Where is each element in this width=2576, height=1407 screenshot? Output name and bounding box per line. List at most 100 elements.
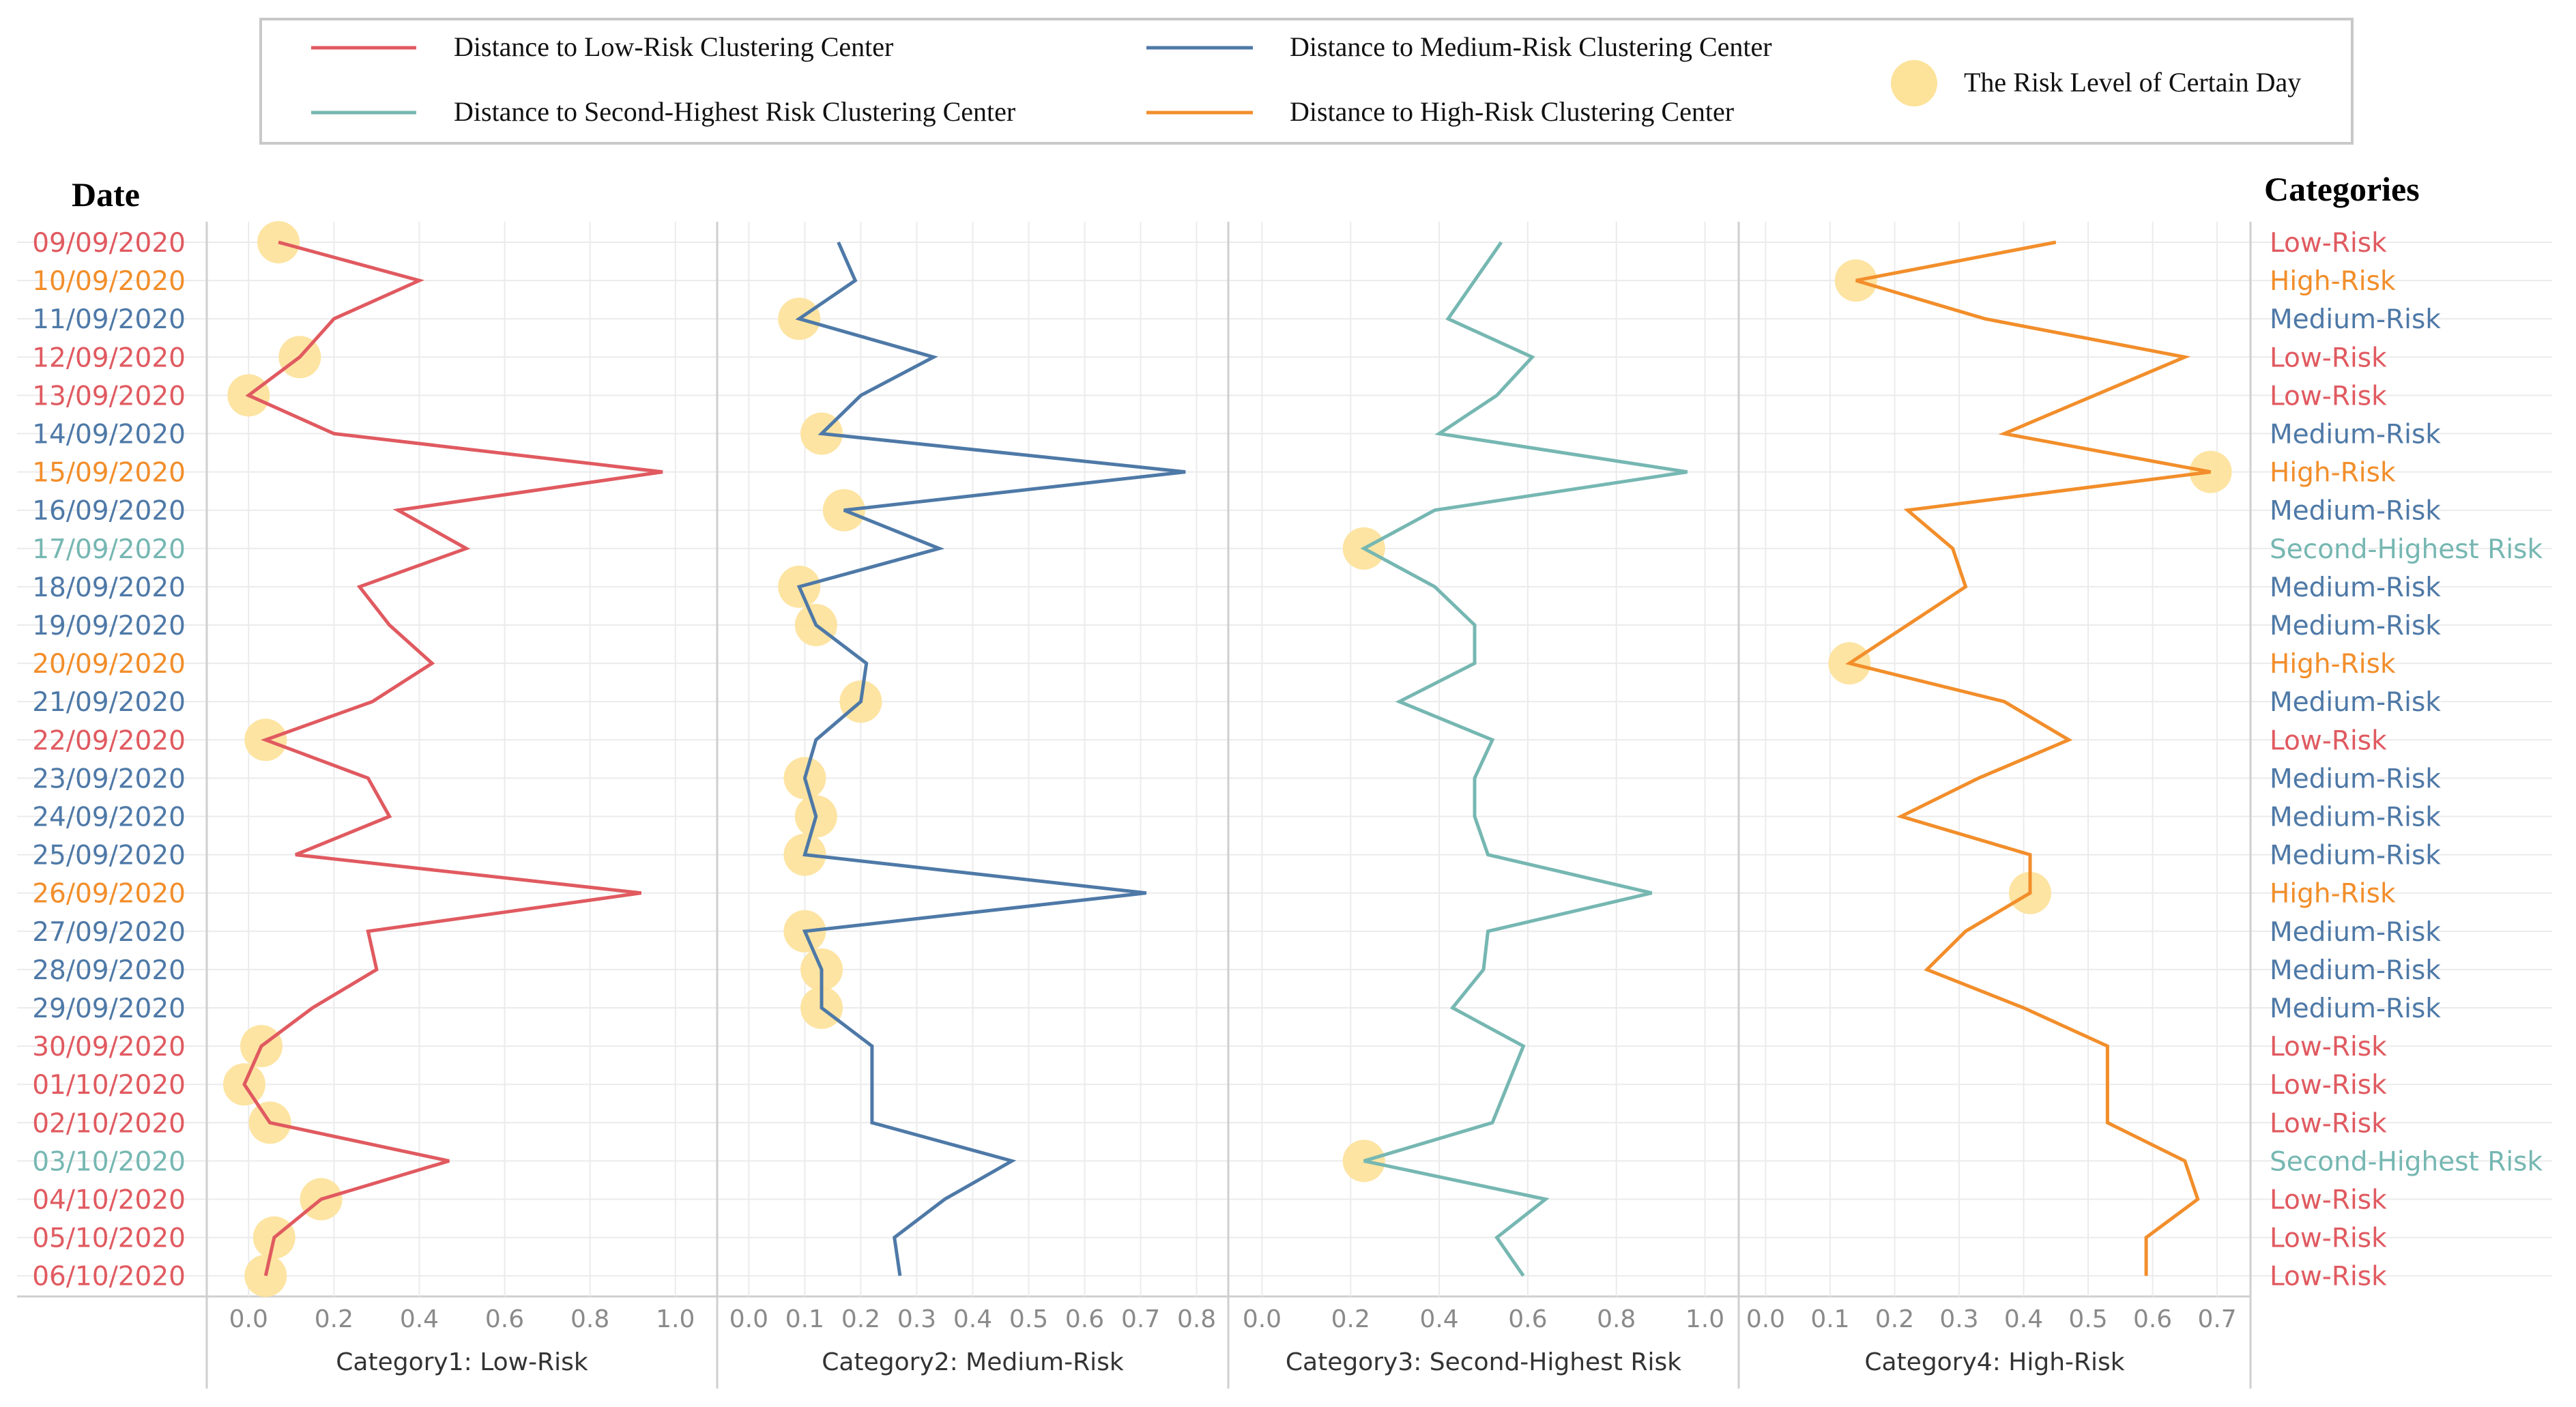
category-label: High-Risk	[2270, 649, 2396, 680]
x-tick-label: 0.4	[2004, 1305, 2043, 1333]
date-label: 15/09/2020	[32, 458, 186, 489]
date-label: 16/09/2020	[32, 496, 186, 527]
x-tick-label: 0.2	[1331, 1305, 1370, 1333]
category-label: Low-Risk	[2270, 1185, 2387, 1216]
x-tick-label: 0.1	[785, 1305, 824, 1333]
x-tick-label: 0.4	[400, 1305, 439, 1333]
x-tick-label: 0.2	[1875, 1305, 1914, 1333]
date-label: 24/09/2020	[32, 802, 186, 833]
x-tick-label: 0.4	[1419, 1305, 1458, 1333]
x-tick-label: 0.8	[1177, 1305, 1216, 1333]
x-tick-label: 0.4	[953, 1305, 992, 1333]
category-label: Medium-Risk	[2270, 496, 2441, 527]
category-label: Low-Risk	[2270, 1070, 2387, 1101]
date-header: Date	[72, 175, 140, 214]
date-label: 01/10/2020	[32, 1070, 186, 1101]
category-label: Medium-Risk	[2270, 572, 2441, 603]
panel-title: Category2: Medium-Risk	[822, 1348, 1124, 1376]
category-label: Medium-Risk	[2270, 304, 2441, 335]
series-line-high-risk	[1845, 240, 2212, 1276]
date-label: 11/09/2020	[32, 304, 186, 335]
date-label: 03/10/2020	[32, 1146, 186, 1177]
x-tick-label: 0.8	[570, 1305, 609, 1333]
category-label: Low-Risk	[2270, 1108, 2387, 1139]
date-label: 17/09/2020	[32, 534, 186, 565]
x-tick-label: 0.2	[315, 1305, 353, 1333]
legend-box	[259, 18, 2354, 145]
legend-low-label: Distance to Low-Risk Clustering Center	[454, 31, 893, 62]
x-tick-label: 0.1	[1810, 1305, 1849, 1333]
date-label: 21/09/2020	[32, 687, 186, 718]
date-label: 19/09/2020	[32, 611, 186, 641]
series-line-second-highest-risk	[1360, 241, 1688, 1277]
x-tick-label: 0.3	[1939, 1305, 1978, 1333]
x-tick-label: 0.6	[2133, 1305, 2172, 1333]
plot-area: 0.0 0.2 0.4 0.6 0.8 1.0 Category1: Low-Risk 0.0…	[17, 221, 2552, 1389]
category-label: Medium-Risk	[2270, 993, 2441, 1024]
date-label: 09/09/2020	[32, 228, 186, 259]
category-label: Low-Risk	[2270, 1032, 2387, 1062]
panel-title: Category1: Low-Risk	[336, 1348, 588, 1376]
x-tick-label: 0.5	[2068, 1305, 2107, 1333]
date-label: 20/09/2020	[32, 649, 186, 680]
date-label: 30/09/2020	[32, 1032, 186, 1062]
category-label: Low-Risk	[2270, 343, 2387, 373]
x-tick-label: 0.2	[841, 1305, 880, 1333]
date-label: 12/09/2020	[32, 343, 186, 373]
category-label: Low-Risk	[2270, 381, 2387, 411]
date-label: 02/10/2020	[32, 1108, 186, 1139]
categories-header: Categories	[2264, 170, 2420, 208]
category-label: Medium-Risk	[2270, 955, 2441, 986]
legend-risk-dot-label: The Risk Level of Certain Day	[1964, 67, 2301, 98]
x-tick-label: 0.6	[1065, 1305, 1104, 1333]
date-label: 06/10/2020	[32, 1262, 186, 1292]
date-label: 23/09/2020	[32, 764, 186, 794]
x-tick-label: 0.6	[485, 1305, 524, 1333]
date-label: 22/09/2020	[32, 725, 186, 756]
legend-high-label: Distance to High-Risk Clustering Center	[1290, 96, 1734, 127]
x-tick-label: 0.3	[897, 1305, 936, 1333]
series-line-low-risk	[242, 240, 663, 1277]
legend-medium-label: Distance to Medium-Risk Clustering Cente…	[1290, 31, 1772, 62]
date-label: 25/09/2020	[32, 841, 186, 871]
category-label: High-Risk	[2270, 266, 2396, 297]
x-tick-label: 0.0	[229, 1305, 268, 1333]
x-tick-label: 0.0	[729, 1305, 768, 1333]
category-label: Medium-Risk	[2270, 802, 2441, 833]
category-label: Second-Highest Risk	[2270, 1146, 2543, 1177]
category-label: Medium-Risk	[2270, 917, 2441, 948]
category-label: Low-Risk	[2270, 725, 2387, 756]
legend-item-second-highest: Distance to Second-Highest Risk Clusteri…	[311, 96, 1015, 127]
date-label: 10/09/2020	[32, 266, 186, 297]
date-label: 18/09/2020	[32, 572, 186, 603]
x-tick-label: 0.0	[1746, 1305, 1785, 1333]
date-label: 14/09/2020	[32, 420, 186, 450]
category-label: High-Risk	[2270, 879, 2396, 910]
x-tick-label: 0.6	[1508, 1305, 1547, 1333]
x-tick-label: 0.8	[1597, 1305, 1636, 1333]
x-tick-label: 0.0	[1243, 1305, 1282, 1333]
category-label: Medium-Risk	[2270, 611, 2441, 641]
panel-title: Category3: Second-Highest Risk	[1286, 1348, 1681, 1376]
series-line-medium-risk	[795, 241, 1186, 1277]
category-label: Medium-Risk	[2270, 687, 2441, 718]
date-label: 05/10/2020	[32, 1223, 186, 1254]
legend-risk-dot-swatch	[1891, 60, 1937, 106]
date-label: 13/09/2020	[32, 381, 186, 411]
x-tick-label: 0.7	[1121, 1305, 1160, 1333]
date-label: 26/09/2020	[32, 879, 186, 910]
date-label: 28/09/2020	[32, 955, 186, 986]
legend-second-highest-label: Distance to Second-Highest Risk Clusteri…	[454, 96, 1015, 127]
category-label: Low-Risk	[2270, 228, 2387, 259]
legend-item-high: Distance to High-Risk Clustering Center	[1146, 96, 1734, 127]
category-label: High-Risk	[2270, 458, 2396, 489]
category-label: Medium-Risk	[2270, 764, 2441, 794]
legend-item-risk-dot: The Risk Level of Certain Day	[1891, 60, 2301, 106]
x-tick-label: 0.7	[2197, 1305, 2236, 1333]
date-label: 27/09/2020	[32, 917, 186, 948]
category-label: Medium-Risk	[2270, 841, 2441, 871]
x-tick-label: 1.0	[656, 1305, 695, 1333]
x-tick-label: 0.5	[1009, 1305, 1048, 1333]
x-tick-label: 1.0	[1685, 1305, 1724, 1333]
